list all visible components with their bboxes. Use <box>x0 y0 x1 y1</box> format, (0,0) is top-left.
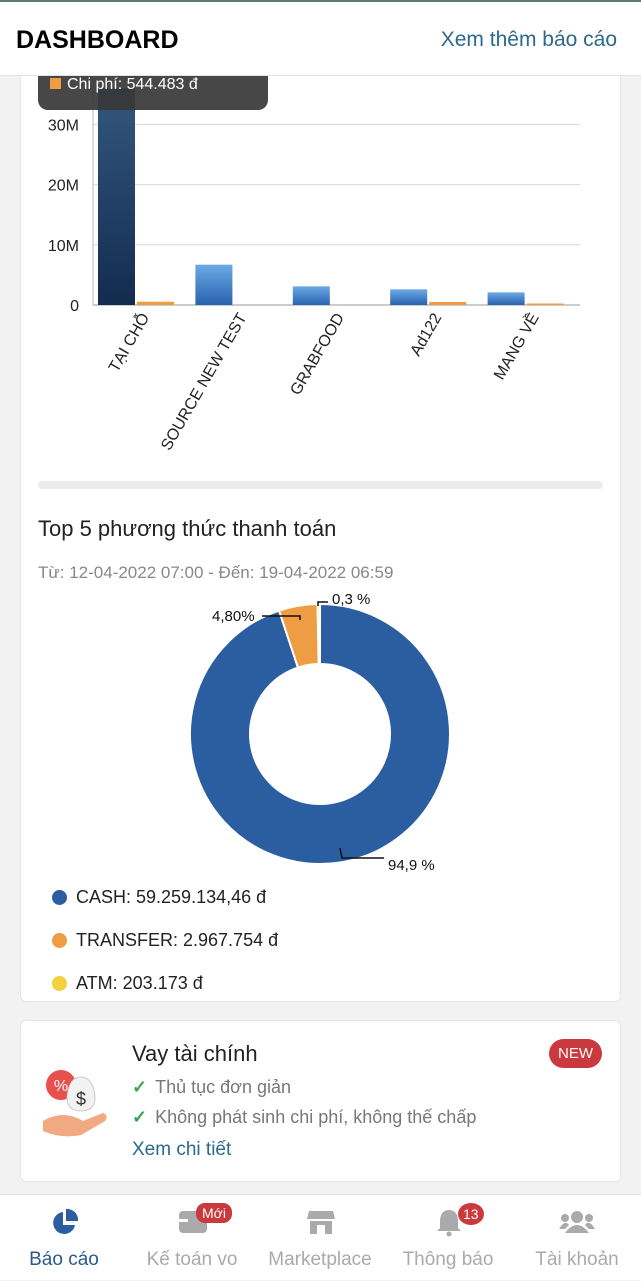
new-badge: NEW <box>549 1039 602 1068</box>
loan-title: Vay tài chính <box>132 1041 258 1066</box>
y-tick-label: 10M <box>48 238 79 255</box>
loan-card[interactable]: % $ Vay tài chính NEW ✓ Thủ tục đơn giản … <box>20 1020 621 1182</box>
label-leader <box>339 847 384 859</box>
store-icon <box>307 1211 335 1234</box>
nav-label: Marketplace <box>268 1249 372 1270</box>
legend-dot <box>52 933 67 948</box>
more-reports-link[interactable]: Xem thêm báo cáo <box>440 28 617 51</box>
data-label-cash: 94,9 % <box>388 857 435 874</box>
revenue-bar <box>487 292 525 305</box>
donut-slice <box>189 602 451 865</box>
nav-marketplace[interactable]: Marketplace <box>256 1195 384 1281</box>
check-icon: ✓ <box>132 1107 148 1127</box>
legend-dot <box>52 890 67 905</box>
revenue-bar <box>98 88 135 305</box>
nav-label: Kế toán vo <box>146 1249 238 1270</box>
label-leader <box>317 601 328 606</box>
tooltip-text: Chi phí: 544.483 đ <box>67 76 198 93</box>
pie-chart-icon <box>53 1208 79 1234</box>
x-tick-label: GRABFOOD <box>287 311 348 399</box>
x-tick-label: SOURCE NEW TEST <box>158 310 250 453</box>
notification-count-badge: 13 <box>458 1203 484 1225</box>
loan-money-icon: % $ <box>43 1070 107 1137</box>
app-header: DASHBOARD Xem thêm báo cáo <box>0 0 641 76</box>
nav-label: Thông báo <box>402 1249 494 1270</box>
page-title: DASHBOARD <box>16 26 179 54</box>
section-divider <box>38 481 603 489</box>
revenue-bar-chart: 0 10M 20M 30M TẠI CHỖ SOURCE NEW TEST GRABFOOD… <box>48 76 580 453</box>
legend-label: ATM: 203.173 đ <box>76 973 203 993</box>
loan-benefit: ✓ Không phát sinh chi phí, không thế chấp <box>132 1107 477 1127</box>
loan-details-link[interactable]: Xem chi tiết <box>132 1139 232 1160</box>
legend-item-transfer: TRANSFER: 2.967.754 đ <box>52 930 278 951</box>
new-badge: Mới <box>196 1203 232 1223</box>
legend-dot <box>52 976 67 991</box>
cost-bar <box>526 303 564 305</box>
nav-tai-khoan[interactable]: Tài khoản <box>513 1195 641 1281</box>
y-tick-label: 20M <box>48 178 79 195</box>
revenue-bar <box>292 286 330 305</box>
revenue-bar <box>195 264 233 305</box>
cost-bar <box>137 301 174 305</box>
legend-label: CASH: 59.259.134,46 đ <box>76 887 267 907</box>
x-tick-label: MANG VỀ <box>489 310 542 383</box>
users-icon <box>559 1211 595 1233</box>
cost-bar <box>429 301 467 305</box>
svg-text:$: $ <box>76 1089 86 1109</box>
bell-icon <box>437 1210 461 1237</box>
x-tick-label: Ad122 <box>408 310 446 359</box>
revenue-bar <box>390 289 428 305</box>
x-tick-label: TẠI CHỖ <box>104 310 153 376</box>
y-tick-label: 0 <box>70 298 79 315</box>
check-icon: ✓ <box>132 1077 148 1097</box>
label-leader <box>262 615 301 620</box>
legend-item-atm: ATM: 203.173 đ <box>52 973 203 994</box>
nav-ke-toan[interactable]: Mới Kế toán vo <box>128 1195 256 1281</box>
loan-benefit: ✓ Thủ tục đơn giản <box>132 1077 291 1097</box>
nav-thong-bao[interactable]: 13 Thông báo <box>384 1195 512 1281</box>
donut-slice <box>316 602 321 666</box>
nav-label: Tài khoản <box>535 1249 619 1270</box>
y-tick-label: 30M <box>48 117 79 134</box>
payment-section-title: Top 5 phương thức thanh toán <box>38 516 337 541</box>
bottom-nav: Báo cáo Mới Kế toán vo Marketplace 13 Th… <box>0 1194 641 1280</box>
payment-donut-chart: 94,9 % 4,80% 0,3 % <box>189 591 451 874</box>
donut-inner-ring <box>249 663 391 805</box>
legend-item-cash: CASH: 59.259.134,46 đ <box>52 887 266 908</box>
tooltip-swatch <box>50 78 61 89</box>
data-label-transfer: 4,80% <box>212 608 255 625</box>
nav-label: Báo cáo <box>29 1249 99 1270</box>
nav-bao-cao[interactable]: Báo cáo <box>0 1195 128 1281</box>
legend-label: TRANSFER: 2.967.754 đ <box>76 930 279 950</box>
date-range: Từ: 12-04-2022 07:00 - Đến: 19-04-2022 0… <box>38 563 394 582</box>
svg-text:%: % <box>54 1078 68 1095</box>
data-label-atm: 0,3 % <box>332 591 370 608</box>
